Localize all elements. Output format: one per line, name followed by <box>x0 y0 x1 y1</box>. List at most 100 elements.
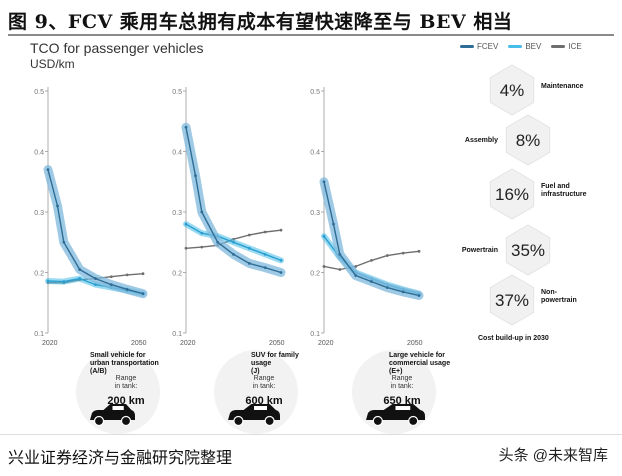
panel-2-fcev-point <box>200 210 204 214</box>
cost-hexagon <box>489 168 535 220</box>
panel-2-y-tick-label: 0.1 <box>172 331 182 338</box>
panel-3-y-tick-label: 0.1 <box>310 331 320 338</box>
panel-3-caption-line: commercial usage <box>389 360 450 367</box>
legend-swatch-ice <box>551 45 566 48</box>
panel-3-range-label: in tank: <box>391 383 414 390</box>
panel-2-car-window <box>254 406 267 410</box>
cost-share-label: Assembly <box>465 137 498 144</box>
cost-buildup-title: Cost build-up in 2030 <box>478 335 549 342</box>
legend-item-fcev: FCEV <box>460 42 498 51</box>
panel-2-fcev-point <box>247 262 251 265</box>
panel-3-fcev-point <box>338 252 342 256</box>
cost-share-label: Non- <box>541 289 558 296</box>
panel-3-fcev-point <box>401 290 405 294</box>
panel-3-caption-line: (E+) <box>389 368 402 375</box>
panel-2-ice-point <box>263 230 267 234</box>
panel-2-ice-point <box>184 246 188 250</box>
cost-share-value: 4% <box>500 81 525 100</box>
panel-2-fcev-point <box>279 271 283 274</box>
panel-1-fcev-point <box>46 168 50 172</box>
panel-3-fcev-point <box>322 180 326 184</box>
panel-1-car-icon <box>90 404 135 427</box>
cost-share-value: 35% <box>511 241 545 260</box>
panel-1-y-tick-label: 0.2 <box>34 271 44 278</box>
panel-2-bev-point <box>184 222 188 226</box>
panel-3-fcev-point <box>417 294 421 297</box>
panel-1-fcev-line <box>47 169 144 295</box>
panel-2-ice-point <box>247 233 251 237</box>
panel-1-fcev-point <box>62 240 66 244</box>
panel-1-y-tick-label: 0.1 <box>34 331 44 338</box>
panel-2-x-tick-label: 2050 <box>269 340 285 347</box>
panel-3-y-tick-label: 0.3 <box>310 210 320 217</box>
cost-share-value: 16% <box>495 185 529 204</box>
panel-3-caption-line: Large vehicle for <box>389 352 445 359</box>
cost-share-label: infrastructure <box>541 191 587 198</box>
panel-2-y-tick-label: 0.2 <box>172 271 182 278</box>
panel-3-fcev-band <box>319 177 424 300</box>
panel-3-ice-point <box>370 259 373 262</box>
panel-2-fcev-point <box>194 174 197 178</box>
panel-1-range-label: in tank: <box>115 383 138 390</box>
panel-2-y-tick-label: 0.5 <box>172 89 182 96</box>
panel-1-x-tick-label: 2050 <box>131 340 147 347</box>
panel-3-ice-point <box>385 254 389 257</box>
legend-label-bev: BEV <box>525 42 542 51</box>
panel-2-x-tick-label: 2020 <box>180 340 196 347</box>
panel-3-bev-point <box>322 234 326 238</box>
panel-2-caption-line: (J) <box>251 368 260 375</box>
panel-1-caption-line: urban transportation <box>90 360 159 367</box>
panel-3-y-tick-label: 0.4 <box>310 150 320 157</box>
panel-1-ice-point <box>141 272 145 276</box>
cost-share-label: Maintenance <box>541 83 584 90</box>
panel-2-range-label: in tank: <box>253 383 276 390</box>
legend-swatch-fcev <box>460 45 474 48</box>
panel-2-fcev-point <box>232 252 235 256</box>
panel-1-fcev-point <box>56 204 59 208</box>
panel-2-caption-line: usage <box>251 360 271 367</box>
panel-2-fcev-point <box>216 240 220 244</box>
panel-1-bev-point <box>94 283 97 286</box>
cost-hexagon <box>489 274 535 326</box>
panel-3-car-wheel-rear <box>408 415 419 427</box>
cost-share-label: powertrain <box>541 297 577 304</box>
panel-1-range-label: Range <box>116 375 137 382</box>
panel-3-car-icon <box>366 404 425 427</box>
panel-3-y-tick-label: 0.2 <box>310 271 320 278</box>
panel-2-fcev-line <box>185 127 282 274</box>
panel-3-ice-point <box>401 251 405 255</box>
legend-label-fcev: FCEV <box>477 42 499 51</box>
panel-2-range-label: Range <box>254 375 275 382</box>
panel-1-bev-point <box>46 279 50 283</box>
panel-3-fcev-point <box>354 274 358 277</box>
panel-3-range-label: Range <box>392 375 413 382</box>
panel-2-caption-line: SUV for family <box>251 352 299 359</box>
panel-2-y-tick-label: 0.3 <box>172 210 182 217</box>
panel-2-fcev-point <box>184 125 188 129</box>
footer-divider <box>0 434 622 435</box>
panel-2-bev-point <box>263 252 267 256</box>
figure-title-bar: 图 9、FCV 乘用车总拥有成本有望快速降至与 BEV 相当 <box>8 4 614 36</box>
panel-2-bev-point <box>279 259 283 262</box>
panel-3-fcev-point <box>332 222 335 226</box>
panel-1-y-tick-label: 0.4 <box>34 150 44 157</box>
panel-3-car-wheel-front <box>372 415 383 427</box>
tco-chart: 0.5 0.4 0.3 0.2 0.1 2020 2050 Small vehicle for… <box>34 64 587 434</box>
panel-1-ice-point <box>109 275 113 279</box>
panel-2-y-tick-label: 0.4 <box>172 150 182 157</box>
panel-3-fcev-line <box>323 181 420 297</box>
cost-hexagon <box>489 64 535 116</box>
cost-hexagon <box>505 224 551 276</box>
panel-1-y-tick-label: 0.5 <box>34 89 44 96</box>
panel-1-fcev-point <box>109 283 113 286</box>
panel-3-y-tick-label: 0.5 <box>310 89 320 96</box>
panel-3-ice-point <box>322 265 326 268</box>
panel-1-caption-line: (A/B) <box>90 368 107 375</box>
cost-share-value: 8% <box>516 131 541 150</box>
panel-1-y-tick-label: 0.3 <box>34 210 44 217</box>
panel-1-car-window <box>112 406 124 410</box>
panel-2-ice-point <box>200 245 204 249</box>
panel-3-ice-point <box>338 268 342 271</box>
legend-item-bev: BEV <box>508 42 541 51</box>
panel-1-bev-point <box>62 280 66 283</box>
